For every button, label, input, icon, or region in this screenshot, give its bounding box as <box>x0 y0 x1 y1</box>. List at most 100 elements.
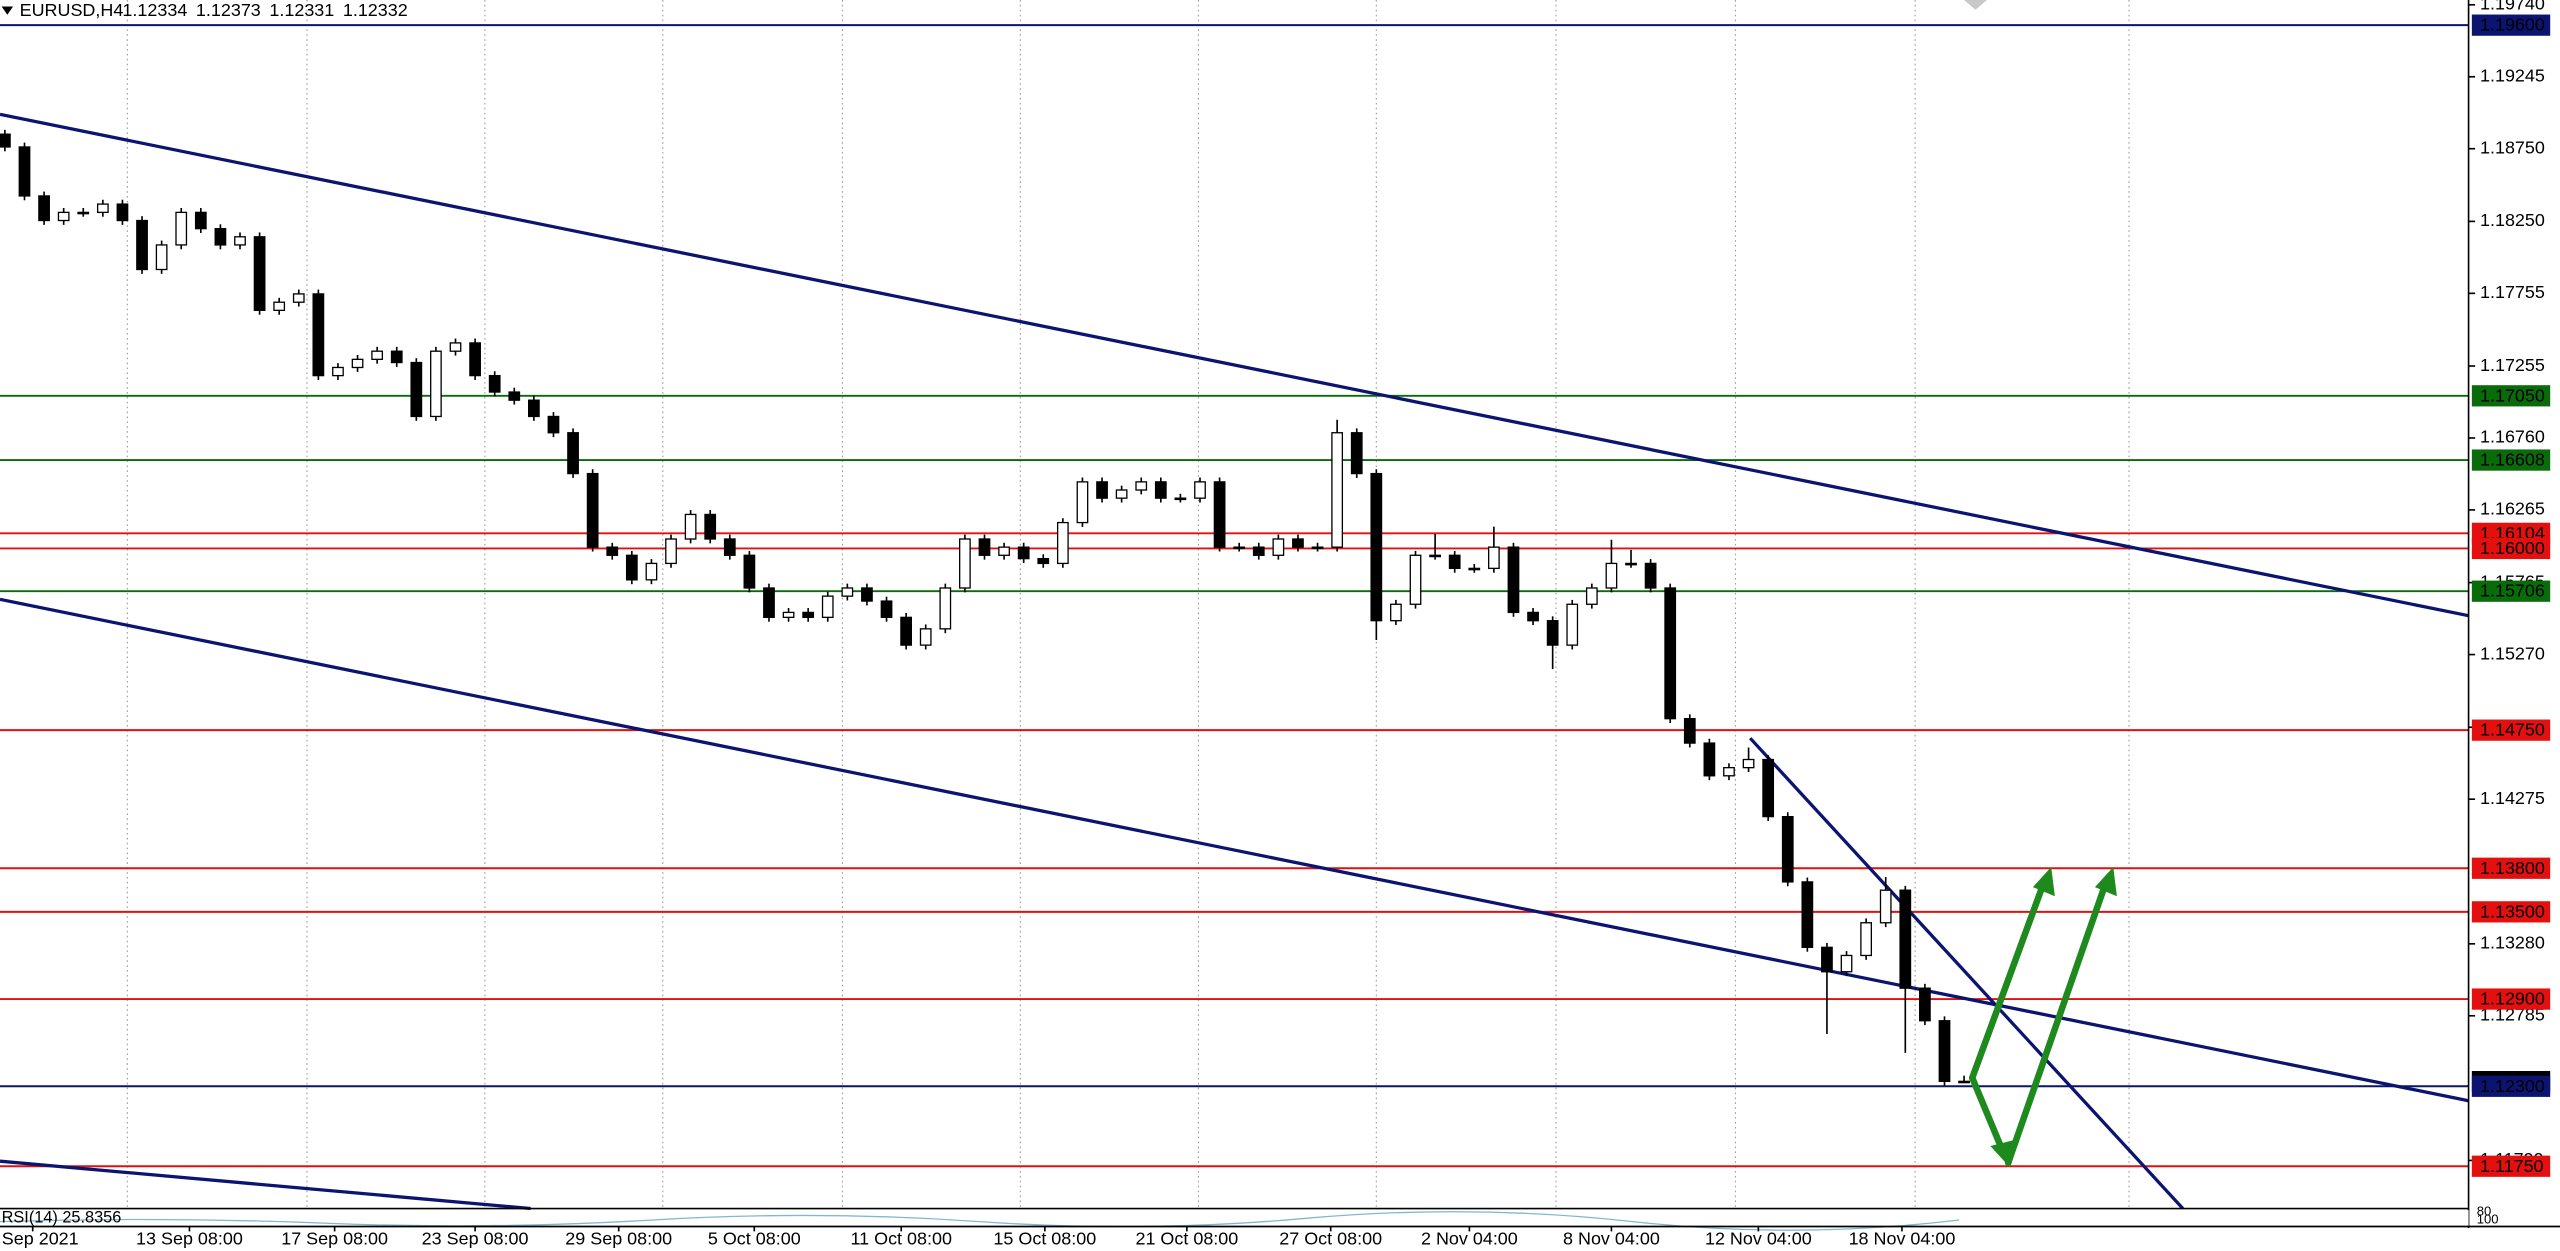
candle-body <box>1017 546 1030 560</box>
quote-open: 1.12334 <box>122 0 187 20</box>
candle-body <box>1879 889 1892 924</box>
level-box <box>2471 449 2551 471</box>
x-tick-label: 13 Sep 08:00 <box>136 1228 243 1248</box>
candle-body <box>1468 567 1481 571</box>
candle-body <box>1487 546 1500 570</box>
y-tick-label: 1.17255 <box>2480 355 2545 375</box>
candle-body <box>704 513 717 540</box>
candle-body <box>1860 922 1873 957</box>
x-tick-label: 8 Nov 04:00 <box>1563 1228 1660 1248</box>
candle-body <box>1390 603 1402 622</box>
candle-body <box>1056 521 1069 565</box>
x-tick-label: 29 Sep 08:00 <box>565 1228 672 1248</box>
candle-body <box>1938 1020 1951 1082</box>
candle-body <box>1781 815 1794 883</box>
candle-body <box>821 595 834 619</box>
candle-body <box>665 538 677 565</box>
y-tick-label: 1.15270 <box>2480 643 2545 663</box>
y-tick-label: 1.14275 <box>2480 788 2545 808</box>
candle-body <box>723 538 736 556</box>
menu-triangle <box>1 6 14 15</box>
candle-body <box>38 195 50 222</box>
level-box <box>2471 988 2551 1010</box>
candle-body <box>1233 546 1246 550</box>
candle-body <box>1899 889 1912 989</box>
candle-body <box>1742 758 1755 769</box>
level-box <box>2471 537 2551 560</box>
candle-body <box>332 366 344 377</box>
candle-body <box>292 293 305 303</box>
candle-body <box>96 203 109 214</box>
x-tick-label: 17 Sep 08:00 <box>281 1228 388 1248</box>
indicator-label: RSI(14) 25.8356 <box>2 1209 122 1227</box>
price-axis-bg <box>2468 0 2560 1251</box>
x-tick-label: 18 Nov 04:00 <box>1849 1228 1956 1248</box>
arrow-head <box>2032 866 2055 897</box>
candle-body <box>1605 562 1618 589</box>
quote-low: 1.12331 <box>269 0 334 20</box>
candle-body <box>155 244 168 271</box>
y-tick-label: 1.16760 <box>2480 427 2545 447</box>
candle-body <box>586 472 599 548</box>
candle-body <box>488 374 501 393</box>
candle-body <box>763 587 775 619</box>
candle-body <box>1625 562 1637 566</box>
level-box <box>2471 385 2551 407</box>
trend-line <box>0 1159 531 1211</box>
header: EURUSD,H4 1.12334 1.12373 1.12331 1.1233… <box>1 0 408 20</box>
candle-body <box>390 350 403 364</box>
candle-body <box>1037 557 1050 565</box>
trend-line <box>0 112 2469 618</box>
y-tick-label: 1.17755 <box>2480 282 2545 302</box>
candle-body <box>116 203 129 222</box>
level-label: 1.15706 <box>2480 581 2545 601</box>
candle-body <box>1429 554 1441 558</box>
indicator-tick: 80 <box>2477 1203 2492 1218</box>
candle-body <box>1448 554 1461 570</box>
x-tick-label: 11 Oct 08:00 <box>850 1228 951 1248</box>
candle-body <box>1409 554 1422 605</box>
candle-body <box>1527 611 1539 622</box>
candle-body <box>939 587 952 630</box>
x-tick-label: 5 Oct 08:00 <box>708 1228 801 1248</box>
candle-body <box>1507 546 1520 614</box>
candle-body <box>1821 946 1833 973</box>
level-box <box>2471 580 2551 602</box>
y-tick-label: 1.19245 <box>2480 65 2545 85</box>
candle-body <box>1585 587 1598 605</box>
arrow <box>1968 878 2048 1082</box>
candle-body <box>1115 489 1128 499</box>
level-label: 1.13800 <box>2480 858 2545 878</box>
candle-body <box>1683 718 1696 744</box>
candle-body <box>410 361 423 418</box>
candle-body <box>1644 562 1657 589</box>
candle-body <box>625 554 638 581</box>
candle-body <box>194 211 207 230</box>
y-tick-label: 1.18250 <box>2480 210 2545 230</box>
arrow-head <box>2094 866 2117 897</box>
level-box <box>2471 14 2551 36</box>
candle-body <box>998 546 1010 556</box>
y-tick-label: 1.19740 <box>2480 0 2545 14</box>
candle-body <box>1566 603 1579 646</box>
candle-body <box>802 611 815 619</box>
candle-body <box>1213 481 1226 548</box>
trend-line <box>1749 737 2185 1210</box>
y-tick-label: 1.16265 <box>2480 499 2545 519</box>
candle-body <box>1370 472 1383 622</box>
candle-body <box>1350 432 1363 475</box>
arrow <box>2004 878 2110 1167</box>
indicator-line <box>0 1211 1960 1231</box>
candle-body <box>1664 587 1677 720</box>
level-box <box>2471 857 2551 879</box>
candle-body <box>1174 497 1187 501</box>
symbol: EURUSD,H4 <box>20 0 124 20</box>
candle-body <box>547 415 560 434</box>
candle-body <box>743 554 756 589</box>
candle-body <box>312 293 325 377</box>
candle-body <box>136 219 148 271</box>
candle-body <box>77 211 90 215</box>
